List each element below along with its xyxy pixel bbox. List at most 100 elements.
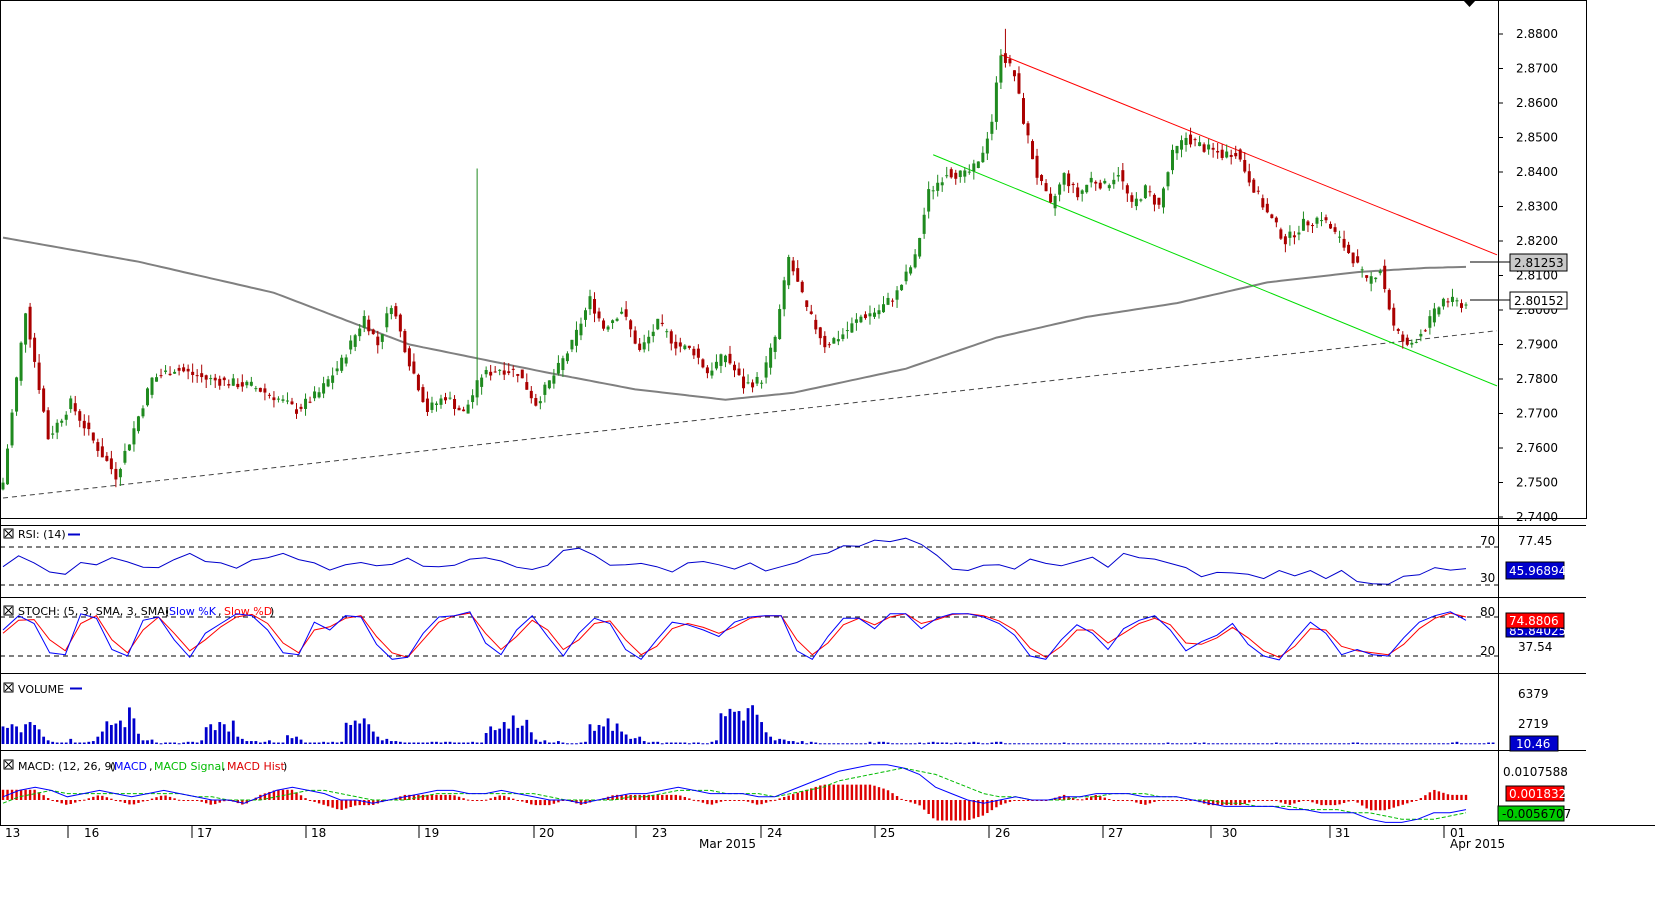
macd-hist-bar: [995, 800, 998, 808]
volume-bar: [1022, 743, 1025, 745]
volume-bar: [1410, 743, 1414, 745]
macd-hist-bar: [471, 800, 474, 801]
volume-bar: [304, 742, 307, 744]
macd-hist-bar: [859, 784, 863, 800]
macd-hist-bar: [539, 800, 542, 806]
candle-body: [597, 311, 601, 319]
volume-bar: [1162, 743, 1165, 745]
volume-bar: [909, 743, 913, 745]
macd-hist-bar: [466, 799, 470, 801]
macd-hist-bar: [354, 800, 357, 806]
candle-body: [1365, 275, 1369, 278]
candle-body: [91, 432, 95, 441]
macd-hist-bar: [123, 800, 127, 803]
candle-body: [1157, 197, 1161, 205]
candle-body: [484, 370, 488, 375]
macd-hist-bar: [688, 798, 691, 800]
candle-body: [51, 433, 55, 435]
candle-body: [281, 399, 285, 401]
candle-body: [150, 377, 154, 395]
macd-hist-bar: [530, 800, 533, 805]
macd-hist-bar: [1397, 800, 1400, 807]
macd-hist-bar: [990, 800, 994, 811]
macd-hist-bar: [1175, 800, 1179, 801]
macd-legend-open: (: [110, 760, 114, 773]
volume-bar: [823, 743, 827, 745]
volume-bar: [692, 742, 696, 744]
macd-hist-bar: [430, 794, 434, 800]
volume-bar: [958, 742, 962, 744]
volume-bar: [222, 724, 226, 744]
candle-body: [322, 383, 326, 394]
macd-hist-bar: [1437, 791, 1441, 800]
macd-hist-bar: [787, 795, 790, 800]
candle-body: [940, 182, 944, 186]
scroll-marker-icon[interactable]: [1463, 0, 1476, 7]
stoch-title: STOCH: (5, 3, SMA, 3, SMA): [18, 605, 169, 618]
macd-hist-bar: [552, 800, 556, 804]
volume-bar: [1455, 741, 1459, 744]
volume-bar: [1198, 743, 1201, 745]
volume-bar: [1144, 743, 1147, 745]
candle-body: [999, 55, 1003, 83]
volume-bar: [1428, 743, 1432, 745]
candle-body: [227, 384, 231, 386]
x-day-label: 26: [995, 826, 1010, 840]
candle-body: [1392, 307, 1396, 326]
volume-bar: [1044, 743, 1048, 745]
candle-body: [60, 420, 64, 423]
macd-hist-bar: [742, 800, 745, 801]
macd-hist-bar: [1415, 800, 1418, 801]
volume-bar: [931, 741, 935, 744]
candle-body: [692, 348, 696, 356]
macd-hist-bar: [1148, 800, 1152, 804]
candle-body: [534, 398, 538, 406]
macd-hist-bar: [218, 800, 221, 803]
volume-bar: [150, 739, 154, 744]
candle-body: [1180, 140, 1184, 150]
volume-bar: [724, 716, 727, 744]
price-y-tick-label: 2.7600: [1516, 441, 1558, 455]
candle-body: [425, 398, 429, 412]
macd-hist-bar: [828, 784, 831, 800]
volume-bar: [1365, 743, 1369, 745]
candle-body: [760, 382, 764, 384]
candle-body: [1261, 198, 1265, 208]
volume-bar: [231, 720, 235, 744]
macd-hist-bar: [322, 800, 325, 805]
price-marker-last-label: 2.80152: [1514, 294, 1564, 308]
volume-bar: [457, 742, 461, 744]
volume-bar: [845, 743, 849, 745]
volume-bar: [1121, 743, 1125, 745]
volume-bar: [963, 743, 967, 745]
candle-body: [1062, 173, 1066, 185]
candle-body: [285, 400, 289, 402]
volume-bar: [1008, 743, 1012, 745]
volume-bar: [349, 724, 353, 744]
macd-hist-bar: [92, 796, 95, 800]
candle-body: [1116, 175, 1120, 177]
macd-hist-bar: [706, 800, 709, 805]
x-month-label-mar: Mar 2015: [699, 837, 756, 851]
macd-hist-bar: [548, 800, 551, 806]
candle-body: [1306, 221, 1310, 226]
macd-hist-bar: [19, 789, 23, 800]
candle-body: [972, 163, 976, 172]
macd-hist-bar: [60, 800, 63, 804]
x-day-label: 18: [311, 826, 326, 840]
volume-bar: [1207, 743, 1211, 745]
candle-body: [642, 342, 646, 350]
price-marker-last: 2.80152: [1470, 291, 1568, 310]
volume-bar: [520, 725, 524, 744]
volume-bar: [1311, 743, 1314, 745]
volume-bar: [755, 714, 759, 744]
macd-hist-bar: [773, 799, 777, 801]
candle-body: [1044, 183, 1048, 192]
candle-body: [1148, 191, 1152, 193]
candle-body: [200, 373, 204, 378]
volume-bar: [886, 742, 890, 744]
volume-bar: [922, 743, 926, 745]
candle-body: [1315, 217, 1319, 224]
volume-bar: [859, 743, 863, 745]
volume-bar: [109, 724, 113, 744]
